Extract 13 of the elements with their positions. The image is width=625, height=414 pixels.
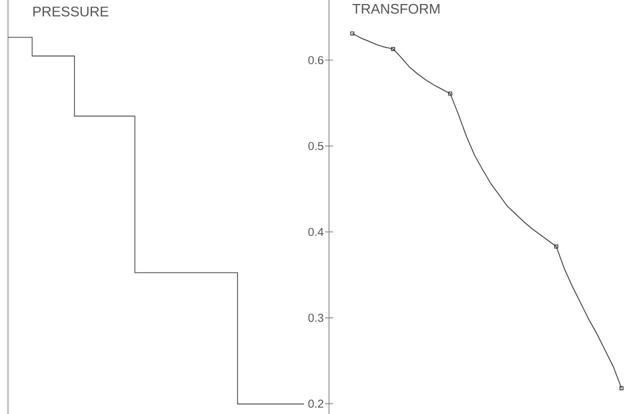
point (391, 46, 396, 51)
point (448, 92, 452, 96)
y-tick-label: 0.5 (308, 142, 324, 150)
line-series (352, 33, 622, 389)
y-tick-label: 0.2 (308, 400, 324, 408)
chart-title: PRESSURE (33, 6, 108, 16)
point (554, 244, 558, 249)
y-tick-label: 0.3 (308, 314, 324, 322)
point (620, 386, 624, 390)
y-tick-label: 0.6 (308, 56, 324, 64)
chart-title: TRANSFORM (352, 4, 440, 14)
y-tick-label: 0.4 (308, 228, 324, 236)
point (350, 31, 354, 36)
